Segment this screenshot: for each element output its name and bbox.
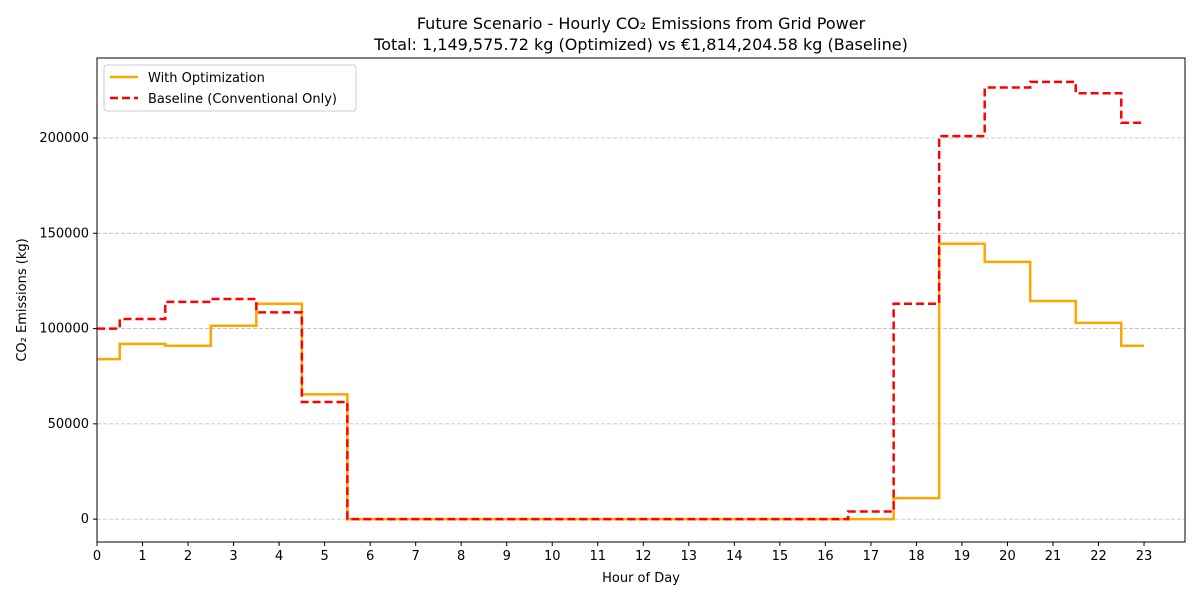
x-tick-label: 9 — [503, 549, 511, 564]
x-tick-label: 7 — [412, 549, 420, 564]
y-axis-label: CO₂ Emissions (kg) — [15, 238, 30, 361]
legend: With Optimization Baseline (Conventional… — [103, 64, 357, 112]
chart-title: Future Scenario - Hourly CO₂ Emissions f… — [417, 14, 866, 33]
legend-box — [103, 64, 357, 112]
x-tick-label: 1 — [138, 549, 146, 564]
x-tick-label: 11 — [589, 549, 606, 564]
y-tick-label: 100000 — [39, 322, 89, 337]
x-tick-label: 10 — [544, 549, 561, 564]
y-tick-label: 150000 — [39, 226, 89, 241]
x-tick-label: 13 — [681, 549, 698, 564]
legend-label-with-optimization: With Optimization — [148, 71, 265, 86]
x-tick-label: 3 — [229, 549, 237, 564]
x-tick-label: 16 — [817, 549, 834, 564]
x-tick-label: 17 — [863, 549, 880, 564]
x-tick-label: 8 — [457, 549, 465, 564]
x-tick-label: 23 — [1136, 549, 1153, 564]
x-tick-label: 22 — [1090, 549, 1107, 564]
x-tick-label: 6 — [366, 549, 374, 564]
legend-label-baseline: Baseline (Conventional Only) — [148, 92, 337, 107]
y-axis-ticks: 0 50000 100000 150000 200000 — [39, 131, 97, 527]
series-lines — [97, 80, 1145, 521]
series-line-with-optimization — [97, 242, 1145, 521]
x-axis-label: Hour of Day — [602, 571, 680, 586]
x-tick-label: 5 — [320, 549, 328, 564]
x-tick-label: 19 — [954, 549, 971, 564]
x-tick-label: 2 — [184, 549, 192, 564]
plot-frame — [96, 57, 1186, 543]
x-tick-label: 18 — [908, 549, 925, 564]
x-tick-label: 21 — [1045, 549, 1062, 564]
y-tick-label: 200000 — [39, 131, 89, 146]
x-tick-label: 14 — [726, 549, 743, 564]
x-tick-label: 15 — [772, 549, 789, 564]
series-line-baseline — [97, 80, 1145, 521]
chart-subtitle: Total: 1,149,575.72 kg (Optimized) vs €1… — [373, 35, 908, 54]
y-tick-label: 50000 — [48, 417, 89, 432]
x-tick-label: 20 — [999, 549, 1016, 564]
y-tick-label: 0 — [81, 512, 89, 527]
x-axis-ticks: 0 1 2 3 4 5 6 7 8 9 10 11 12 13 14 15 16 17 18 19 20 21 22 23 — [93, 542, 1152, 564]
x-tick-label: 0 — [93, 549, 101, 564]
grid-lines — [97, 137, 1185, 520]
x-tick-label: 4 — [275, 549, 283, 564]
x-tick-label: 12 — [635, 549, 652, 564]
